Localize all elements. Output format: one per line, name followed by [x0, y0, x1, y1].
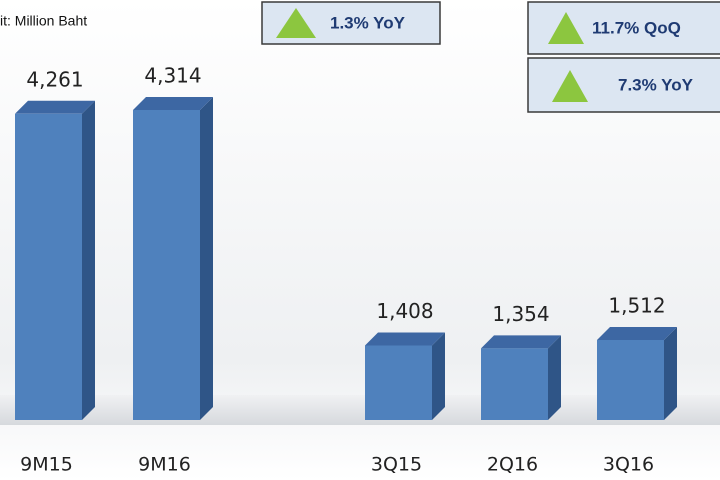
x-tick-label: 9M15	[20, 454, 73, 476]
value-label: 4,261	[26, 67, 83, 91]
annotation-frame	[527, 1, 720, 55]
bar-side	[548, 335, 561, 420]
bar	[481, 348, 548, 420]
bar-top	[365, 332, 445, 346]
bar-top	[133, 97, 213, 110]
x-tick-label: 2Q16	[487, 454, 538, 476]
x-tick-label: 3Q16	[603, 454, 654, 476]
annotation-box: 11.7% QoQ	[527, 1, 720, 55]
value-label: 1,354	[492, 302, 549, 326]
annotation-box: 7.3% YoY	[527, 57, 720, 113]
x-tick-label: 9M16	[138, 454, 191, 476]
bar-side	[200, 97, 213, 420]
unit-label: it: Million Baht	[0, 13, 87, 29]
up-arrow	[276, 8, 316, 38]
annotation: 7.3% YoY	[618, 75, 694, 94]
annotation-frame	[527, 57, 720, 113]
bar-top	[15, 100, 95, 114]
value-label: 1,512	[608, 294, 665, 318]
value-label: 4,314	[144, 64, 201, 88]
bar	[365, 345, 432, 420]
bar-top	[481, 335, 561, 349]
bar	[597, 340, 664, 420]
annotation: 11.7% QoQ	[592, 18, 681, 37]
bar	[133, 110, 200, 420]
x-tick-label: 3Q15	[371, 454, 422, 476]
up-arrow	[552, 70, 588, 102]
annotation: 1.3% YoY	[330, 13, 406, 32]
bar-side	[664, 327, 677, 420]
bar-side	[82, 100, 95, 420]
value-label: 1,408	[376, 299, 433, 323]
bar	[15, 113, 82, 420]
annotation-box: 1.3% YoY	[261, 1, 441, 45]
bar-side	[432, 332, 445, 420]
bar-top	[597, 327, 677, 340]
up-arrow	[548, 12, 584, 44]
